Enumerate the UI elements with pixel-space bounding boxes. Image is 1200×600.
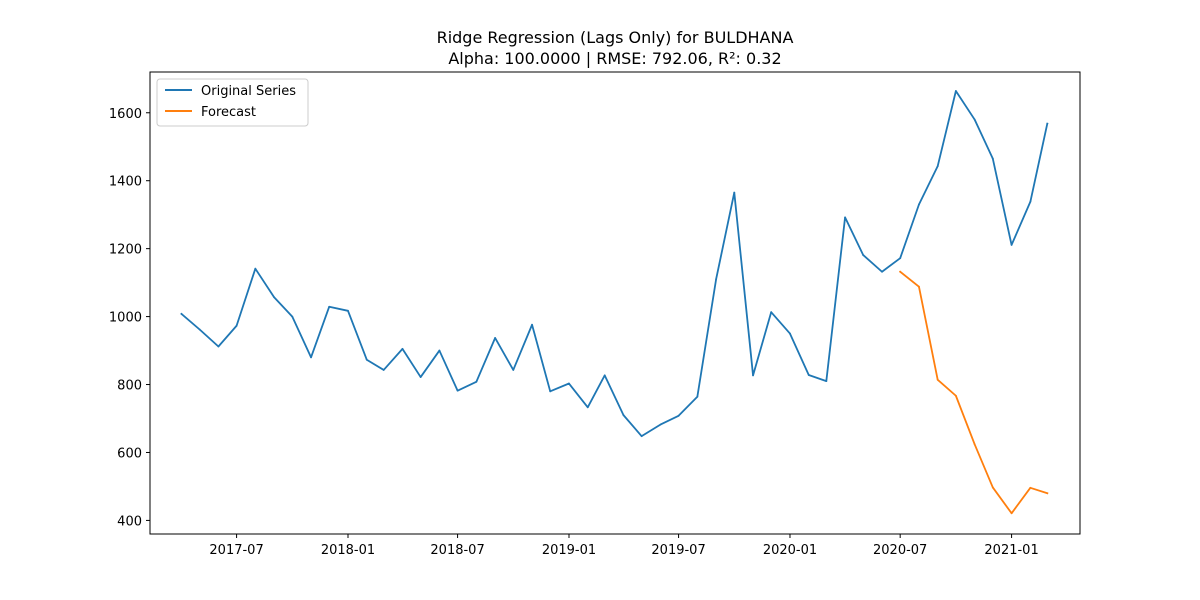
data-point-original-series — [936, 165, 939, 167]
data-point-original-series — [494, 337, 497, 339]
data-point-original-series — [475, 380, 478, 383]
data-point-original-series — [659, 423, 662, 426]
data-point-forecast — [1010, 512, 1013, 515]
data-point-original-series — [973, 118, 976, 121]
data-point-original-series — [696, 395, 699, 398]
data-point-original-series — [1029, 200, 1032, 203]
y-tick-label: 1200 — [109, 243, 142, 258]
data-point-original-series — [862, 254, 865, 257]
data-point-original-series — [365, 358, 368, 361]
data-point-original-series — [603, 374, 606, 377]
x-axis: 2017-07 2018-01 2018-07 2019-01 2019-07 2020-… — [209, 534, 1039, 558]
data-point-original-series — [899, 257, 902, 260]
data-point-original-series — [881, 270, 883, 273]
series-line-forecast — [898, 270, 1049, 515]
data-point-forecast — [1046, 492, 1049, 495]
data-point-original-series — [715, 278, 718, 281]
data-point-original-series — [456, 389, 459, 392]
x-tick-label: 2020-01 — [763, 543, 817, 558]
y-tick-label: 600 — [117, 446, 142, 461]
data-point-forecast — [899, 270, 902, 273]
data-point-original-series — [180, 312, 183, 315]
x-tick-label: 2018-01 — [321, 543, 375, 558]
data-point-original-series — [291, 315, 294, 318]
legend: Original Series Forecast — [156, 78, 309, 127]
data-point-original-series — [235, 324, 238, 327]
data-point-original-series — [622, 414, 625, 417]
data-point-original-series — [918, 203, 920, 206]
x-tick-label: 2017-07 — [209, 543, 263, 558]
y-tick-label: 1600 — [109, 107, 142, 122]
data-point-original-series — [273, 296, 276, 299]
x-tick-label: 2019-07 — [651, 543, 705, 558]
legend-label-original: Original Series — [201, 84, 296, 99]
data-point-original-series — [586, 406, 589, 409]
data-point-original-series — [347, 309, 349, 312]
y-tick-label: 800 — [117, 379, 142, 394]
data-point-original-series — [549, 390, 552, 393]
data-point-original-series — [807, 374, 810, 376]
data-point-original-series — [382, 369, 385, 371]
data-point-original-series — [991, 157, 994, 160]
data-point-original-series — [825, 380, 828, 383]
data-point-original-series — [419, 376, 422, 378]
data-point-original-series — [254, 267, 257, 270]
chart-title: Ridge Regression (Lags Only) for BULDHAN… — [437, 28, 794, 47]
data-point-original-series — [789, 332, 791, 335]
data-point-original-series — [770, 311, 773, 314]
data-point-original-series — [568, 382, 570, 385]
legend-box — [156, 78, 309, 127]
data-point-original-series — [733, 191, 736, 194]
data-point-forecast — [936, 378, 939, 381]
data-point-original-series — [310, 356, 312, 359]
data-point-original-series — [640, 435, 643, 438]
data-point-original-series — [217, 345, 220, 348]
data-point-original-series — [531, 323, 533, 326]
y-tick-label: 400 — [117, 514, 142, 529]
x-tick-label: 2021-01 — [984, 543, 1038, 558]
series-layer — [180, 90, 1049, 515]
data-point-original-series — [198, 328, 201, 331]
x-tick-label: 2019-01 — [542, 543, 596, 558]
data-point-forecast — [918, 285, 920, 288]
data-point-forecast — [991, 486, 994, 489]
y-tick-label: 1000 — [109, 311, 142, 326]
data-point-original-series — [401, 347, 404, 350]
data-point-original-series — [752, 374, 754, 377]
data-point-forecast — [1029, 486, 1032, 489]
x-tick-label: 2018-07 — [430, 543, 484, 558]
x-tick-label: 2020-07 — [873, 543, 927, 558]
series-line-original-series — [180, 90, 1049, 438]
data-point-original-series — [1010, 244, 1013, 246]
y-tick-label: 1400 — [109, 175, 142, 190]
legend-label-forecast: Forecast — [201, 105, 256, 120]
data-point-forecast — [954, 394, 957, 397]
data-point-original-series — [328, 305, 331, 308]
data-point-original-series — [677, 414, 680, 417]
data-point-original-series — [954, 90, 957, 92]
data-point-forecast — [973, 443, 976, 446]
data-point-original-series — [438, 349, 441, 352]
data-point-original-series — [1046, 122, 1049, 125]
data-point-original-series — [844, 216, 846, 219]
plot-frame — [149, 71, 1081, 535]
y-axis: 400 600 800 1000 1200 1400 1600 — [109, 107, 150, 529]
data-point-original-series — [512, 369, 515, 371]
chart-subtitle: Alpha: 100.0000 | RMSE: 792.06, R²: 0.32 — [448, 49, 781, 68]
